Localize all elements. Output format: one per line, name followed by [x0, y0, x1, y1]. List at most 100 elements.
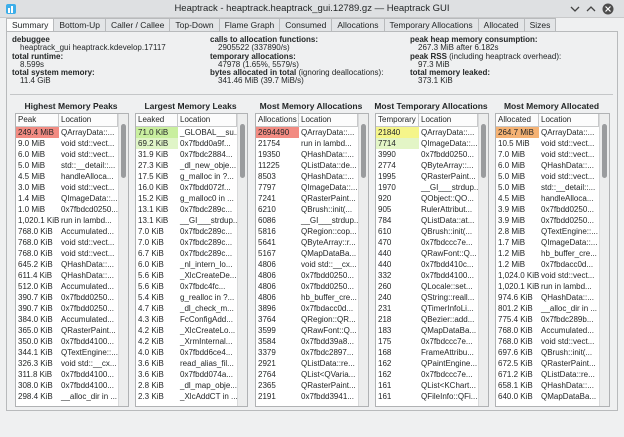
table-row[interactable]: 9.0 MiB void std::vect... — [16, 138, 118, 149]
table-row[interactable]: 4.5 MiB handleAlloca... — [496, 193, 599, 204]
scrollbar-thumb[interactable] — [240, 124, 245, 178]
table-row[interactable]: 2.8 KiB _dl_map_obje... — [136, 380, 237, 391]
table-row[interactable]: 17.5 KiB g_malloc in ?... — [136, 171, 237, 182]
table-row[interactable]: 15.2 KiB g_malloc0 in ... — [136, 193, 237, 204]
table-row[interactable]: 658.1 KiB QHashData::... — [496, 380, 599, 391]
table-row[interactable]: 768.0 KiB void std::vect... — [496, 336, 599, 347]
scrollbar[interactable] — [118, 114, 128, 406]
table-row[interactable]: 21840 QArrayData::... — [376, 127, 478, 138]
table-row[interactable]: 4.0 KiB 0x7fbdd6ce4... — [136, 347, 237, 358]
table-row[interactable]: 2191 0x7fbdd3941... — [256, 391, 358, 402]
table-row[interactable]: 326.3 KiB void std::__cx... — [16, 358, 118, 369]
table-row[interactable]: 512.0 KiB Accumulated... — [16, 281, 118, 292]
table-row[interactable]: 161 QList<KChart... — [376, 380, 478, 391]
table-row[interactable]: 2694490 QArrayData::... — [256, 127, 358, 138]
table-row[interactable]: 3.9 MiB 0x7fbdd0250... — [496, 204, 599, 215]
table-row[interactable]: 2774 QByteArray::... — [376, 160, 478, 171]
table-row[interactable]: 2.8 MiB QTextEngine::... — [496, 226, 599, 237]
column-header[interactable]: Location — [539, 114, 599, 126]
column-header[interactable]: Peak — [16, 114, 59, 126]
table-row[interactable]: 2764 QList<QVaria... — [256, 369, 358, 380]
table-row[interactable]: 3.6 KiB read_alias_fil... — [136, 358, 237, 369]
table-row[interactable]: 1.0 MiB 0x7fbdcd0250... — [16, 204, 118, 215]
table-row[interactable]: 21754 run in lambd... — [256, 138, 358, 149]
table-row[interactable]: 768.0 KiB void std::vect... — [16, 248, 118, 259]
table-row[interactable]: 1.2 MiB hb_buffer_cre... — [496, 248, 599, 259]
table-row[interactable]: 19350 QHashData::... — [256, 149, 358, 160]
table-row[interactable]: 610 QBrush::init(... — [376, 226, 478, 237]
table-row[interactable]: 645.2 KiB QHashData::... — [16, 259, 118, 270]
table-row[interactable]: 69.2 KiB 0x7fbdd0a9f... — [136, 138, 237, 149]
scrollbar-thumb[interactable] — [361, 124, 366, 178]
maximize-button[interactable] — [586, 6, 596, 12]
column-header[interactable]: Allocated — [496, 114, 539, 126]
table-row[interactable]: 7797 QImageData::... — [256, 182, 358, 193]
table-row[interactable]: 4806 0x7fbdd0250... — [256, 281, 358, 292]
scrollbar[interactable] — [599, 114, 609, 406]
table-row[interactable]: 3.0 MiB void std::vect... — [16, 182, 118, 193]
table-row[interactable]: 1970 __GI___strdup... — [376, 182, 478, 193]
table-row[interactable]: 162 QPaintEngine... — [376, 358, 478, 369]
table-row[interactable]: 7241 QRasterPaint... — [256, 193, 358, 204]
table-row[interactable]: 183 QMapDataBa... — [376, 325, 478, 336]
table-row[interactable]: 640.0 KiB QMapDataBa... — [496, 391, 599, 402]
table-row[interactable]: 7.0 KiB 0x7fbdc289c... — [136, 237, 237, 248]
table-row[interactable]: 27.3 KiB _dl_new_obje... — [136, 160, 237, 171]
table-row[interactable]: 3379 0x7fbdc2897... — [256, 347, 358, 358]
table-row[interactable]: 8503 QHashData::... — [256, 171, 358, 182]
table-row[interactable]: 4.7 KiB _dl_check_m... — [136, 303, 237, 314]
table-row[interactable]: 6.7 KiB 0x7fbdc289c... — [136, 248, 237, 259]
table-row[interactable]: 470 0x7fbdccc7e... — [376, 237, 478, 248]
column-header[interactable]: Leaked — [136, 114, 178, 126]
table-row[interactable]: 13.1 KiB 0x7fbdc289c... — [136, 204, 237, 215]
table-row[interactable]: 384.0 KiB Accumulated... — [16, 314, 118, 325]
table-row[interactable]: 7.0 KiB 0x7fbdc289c... — [136, 226, 237, 237]
table-row[interactable]: 2365 QRasterPaint... — [256, 380, 358, 391]
table-row[interactable]: 775.4 KiB 0x7fbdc289b... — [496, 314, 599, 325]
table-row[interactable]: 71.0 KiB _GLOBAL__su... — [136, 127, 237, 138]
table-row[interactable]: 6210 QBrush::init(... — [256, 204, 358, 215]
table-row[interactable]: 3584 0x7fbdd39a8... — [256, 336, 358, 347]
table-row[interactable]: 240 QString::reall... — [376, 292, 478, 303]
table-row[interactable]: 218 QBezier::add... — [376, 314, 478, 325]
table-row[interactable]: 4806 0x7fbdd0250... — [256, 270, 358, 281]
table-row[interactable]: 801.2 KiB __alloc_dir in ... — [496, 303, 599, 314]
table-row[interactable]: 4806 void std::__cx... — [256, 259, 358, 270]
table-row[interactable]: 3.9 MiB 0x7fbdd0250... — [496, 215, 599, 226]
column-header[interactable]: Allocations — [256, 114, 299, 126]
table-row[interactable]: 390.7 KiB 0x7fbdd0250... — [16, 292, 118, 303]
table-row[interactable]: 5641 QByteArray::r... — [256, 237, 358, 248]
table-row[interactable]: 768.0 KiB Accumulated... — [16, 226, 118, 237]
table-row[interactable]: 768.0 KiB Accumulated... — [496, 325, 599, 336]
table-row[interactable]: 162 0x7fbdccc7e... — [376, 369, 478, 380]
column-header[interactable]: Location — [178, 114, 237, 126]
table-row[interactable]: 1.2 MiB 0x7fbdacc0d... — [496, 259, 599, 270]
table-row[interactable]: 5.0 MiB std::__detail::... — [496, 182, 599, 193]
table-row[interactable]: 5167 QMapDataBa... — [256, 248, 358, 259]
scrollbar-thumb[interactable] — [121, 124, 126, 178]
table-row[interactable]: 11225 QListData::de... — [256, 160, 358, 171]
table-row[interactable]: 6.0 MiB void std::vect... — [16, 149, 118, 160]
table-row[interactable]: 5.0 MiB void std::vect... — [496, 171, 599, 182]
table-row[interactable]: 671.2 KiB QListData::re... — [496, 369, 599, 380]
column-header[interactable]: Location — [59, 114, 118, 126]
table-row[interactable]: 4.2 KiB _XlcCreateLo... — [136, 325, 237, 336]
table-row[interactable]: 5816 QRegion::cop... — [256, 226, 358, 237]
table-row[interactable]: 311.8 KiB 0x7fbdd4100... — [16, 369, 118, 380]
table-row[interactable]: 10.5 MiB void std::vect... — [496, 138, 599, 149]
table-row[interactable]: 231 QTimerInfoLi... — [376, 303, 478, 314]
scrollbar-thumb[interactable] — [481, 124, 486, 178]
table-row[interactable]: 974.6 KiB QHashData::... — [496, 292, 599, 303]
table-row[interactable]: 264.7 MiB QArrayData::... — [496, 127, 599, 138]
scrollbar[interactable] — [358, 114, 368, 406]
table-row[interactable]: 161 QFileInfo::QFi... — [376, 391, 478, 402]
table-row[interactable]: 5.6 KiB 0x7fbdc4fc... — [136, 281, 237, 292]
close-button[interactable] — [602, 3, 614, 15]
table-row[interactable]: 3764 QRegion::QR... — [256, 314, 358, 325]
table-row[interactable]: 5.0 MiB std::__detail::... — [16, 160, 118, 171]
table-row[interactable]: 4.3 KiB FcConfigAdd... — [136, 314, 237, 325]
table-row[interactable]: 13.1 KiB __GI___strdup... — [136, 215, 237, 226]
table-row[interactable]: 6.0 KiB _nl_intern_lo... — [136, 259, 237, 270]
table-row[interactable]: 3599 QRawFont::Q... — [256, 325, 358, 336]
table-row[interactable]: 611.4 KiB QHashData::... — [16, 270, 118, 281]
